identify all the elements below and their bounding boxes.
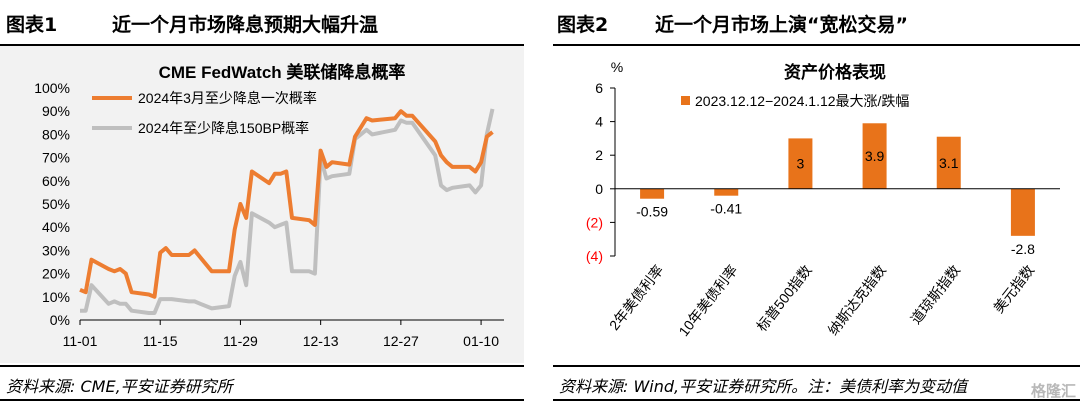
bar — [862, 123, 887, 189]
y-tick-label: 60% — [42, 173, 70, 189]
x-tick-label: 11-29 — [223, 333, 258, 349]
figure-2-panel: 图表2 近一个月市场上演“宽松交易” 资产价格表现% (4) (2) 0 2 4 6 -0.5… — [553, 0, 1080, 409]
series-line-0 — [79, 109, 494, 299]
chart-2-title: 资产价格表现 — [784, 62, 886, 82]
y-tick-label: 4 — [595, 114, 603, 130]
y-tick-label: 100% — [34, 80, 70, 96]
figure-1-title: 近一个月市场降息预期大幅升温 — [112, 14, 379, 36]
watermark-logo: 格隆汇 — [1030, 382, 1076, 400]
figure-1-panel: 图表1 近一个月市场降息预期大幅升温 CME FedWatch 美联储降息概率 0… — [0, 0, 524, 409]
x-category-label: 纳斯达克指数 — [825, 262, 889, 338]
x-tick-label: 12-13 — [303, 333, 339, 349]
figure-2-source-bar: 资料来源: Wind,平安证券研究所。注：美债利率为变动值 — [553, 365, 1080, 401]
y-tick-label: 40% — [42, 219, 70, 235]
figure-2-number: 图表2 — [557, 14, 609, 36]
bar — [640, 188, 665, 199]
figure-1-number: 图表1 — [6, 14, 58, 36]
x-category-label: 10年美债利率 — [675, 262, 740, 339]
y-tick-label: (4) — [586, 248, 603, 264]
figure-2-plot-background — [553, 46, 1080, 363]
series-line-1 — [80, 108, 495, 315]
legend-label: 2024年3月至少降息一次概率 — [138, 90, 317, 106]
y-axis-unit-label: % — [611, 59, 623, 75]
figure-2-source: 资料来源: Wind,平安证券研究所。注：美债利率为变动值 — [559, 377, 968, 396]
data-label: -0.41 — [710, 201, 742, 217]
data-label: 3.1 — [939, 155, 959, 171]
y-tick-label: 6 — [595, 80, 603, 96]
fedwatch-line-chart: CME FedWatch 美联储降息概率 0% 10% 20% 30% 40% 50% 60%… — [34, 62, 504, 349]
data-label: 3.9 — [865, 148, 885, 164]
y-tick-label: 90% — [42, 103, 70, 119]
figure-2-header: 图表2 近一个月市场上演“宽松交易” — [553, 0, 1080, 46]
x-category-label: 标普500指数 — [753, 262, 814, 334]
y-tick-label: 80% — [42, 126, 70, 142]
legend-swatch — [681, 96, 690, 105]
x-tick-label: 01-10 — [463, 333, 499, 349]
data-label: -0.59 — [636, 204, 668, 220]
y-tick-label: 0% — [50, 312, 70, 328]
y-tick-label: 0 — [595, 181, 603, 197]
data-label: 3 — [797, 156, 805, 172]
y-tick-label: 70% — [42, 150, 70, 166]
y-tick-label: 30% — [42, 242, 70, 258]
figure-1-source: 资料来源: CME,平安证券研究所 — [6, 377, 233, 396]
chart-1-title: CME FedWatch 美联储降息概率 — [159, 62, 406, 82]
x-category-label: 道琼斯指数 — [907, 262, 963, 327]
x-category-label: 美元指数 — [990, 262, 1037, 316]
y-tick-label: 50% — [42, 196, 70, 212]
x-category-label: 2年美债利率 — [606, 262, 667, 333]
y-tick-label: 10% — [42, 289, 70, 305]
figure-2-title: 近一个月市场上演“宽松交易” — [655, 14, 908, 36]
figure-1-header: 图表1 近一个月市场降息预期大幅升温 — [0, 0, 524, 46]
figure-1-source-bar: 资料来源: CME,平安证券研究所 — [0, 365, 524, 401]
x-tick-label: 11-01 — [63, 333, 98, 349]
bar — [788, 138, 813, 189]
legend-label: 2024年至少降息150BP概率 — [138, 120, 309, 136]
x-tick-label: 11-15 — [143, 333, 178, 349]
legend-label: 2023.12.12−2024.1.12最大涨/跌幅 — [695, 93, 909, 109]
y-tick-label: 20% — [42, 266, 70, 282]
bar — [714, 188, 739, 196]
bar — [936, 136, 961, 189]
asset-performance-bar-chart: 资产价格表现% (4) (2) 0 2 4 6 -0.59 2年美债利率 -0.41 10年美债利率… — [586, 59, 1060, 339]
y-tick-label: 2 — [595, 147, 603, 163]
y-tick-label: (2) — [586, 214, 603, 230]
bar — [1010, 188, 1035, 236]
x-tick-label: 12-27 — [383, 333, 419, 349]
data-label: -2.8 — [1011, 241, 1035, 257]
